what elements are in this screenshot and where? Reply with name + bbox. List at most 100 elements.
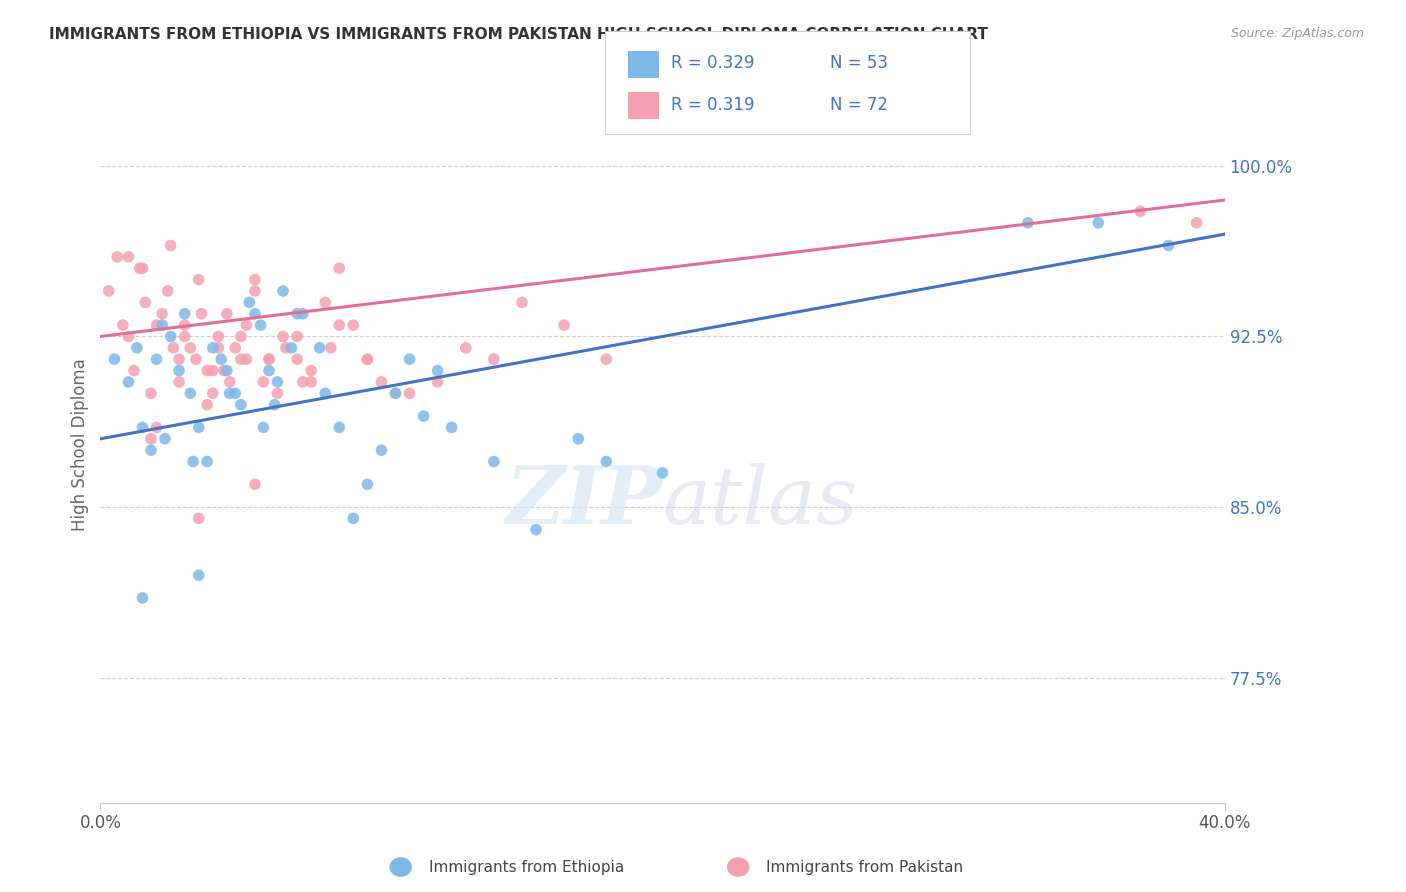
Point [131, 591, 153, 605]
Point [235, 318, 257, 332]
Point [207, 329, 229, 343]
Point [167, 375, 190, 389]
Point [97, 284, 120, 298]
Point [299, 363, 322, 377]
Point [285, 352, 308, 367]
Point [440, 420, 463, 434]
Point [117, 250, 139, 264]
Point [131, 420, 153, 434]
Point [266, 386, 288, 401]
Point [179, 386, 201, 401]
Point [356, 352, 378, 367]
Point [243, 284, 266, 298]
Point [184, 352, 207, 367]
Point [218, 386, 240, 401]
Point [201, 363, 224, 377]
Point [249, 318, 271, 332]
Point [398, 386, 420, 401]
Point [412, 409, 434, 423]
Point [153, 432, 176, 446]
Point [150, 318, 173, 332]
Point [173, 329, 195, 343]
Point [179, 341, 201, 355]
Point [524, 523, 547, 537]
Text: N = 72: N = 72 [830, 96, 887, 114]
Point [215, 307, 238, 321]
Point [159, 329, 181, 343]
Point [553, 318, 575, 332]
Point [314, 386, 336, 401]
Point [257, 352, 280, 367]
Point [356, 352, 378, 367]
Point [201, 341, 224, 355]
Point [173, 307, 195, 321]
Point [319, 341, 342, 355]
Point [328, 318, 350, 332]
Point [187, 420, 209, 434]
Point [595, 454, 617, 468]
Point [271, 329, 294, 343]
Point [243, 477, 266, 491]
Point [167, 352, 190, 367]
Point [243, 307, 266, 321]
Point [229, 352, 252, 367]
Point [482, 352, 505, 367]
Point [342, 511, 364, 525]
Point [510, 295, 533, 310]
Point [384, 386, 406, 401]
Point [167, 363, 190, 377]
Point [266, 375, 288, 389]
Point [173, 318, 195, 332]
Point [117, 329, 139, 343]
Point [134, 295, 156, 310]
Point [229, 398, 252, 412]
Point [426, 375, 449, 389]
Y-axis label: High School Diploma: High School Diploma [72, 358, 89, 531]
Point [238, 295, 260, 310]
Point [280, 341, 302, 355]
Text: Source: ZipAtlas.com: Source: ZipAtlas.com [1230, 27, 1364, 40]
Point [370, 375, 392, 389]
Point [398, 352, 420, 367]
Point [201, 386, 224, 401]
Point [308, 341, 330, 355]
Text: ZIP: ZIP [506, 463, 662, 541]
Point [274, 341, 297, 355]
Point [187, 511, 209, 525]
Point [212, 363, 235, 377]
Point [291, 375, 314, 389]
Text: R = 0.319: R = 0.319 [671, 96, 754, 114]
Point [207, 341, 229, 355]
Point [156, 284, 179, 298]
Point [229, 329, 252, 343]
Point [195, 454, 218, 468]
Point [103, 352, 125, 367]
Point [1129, 204, 1152, 219]
Point [145, 352, 167, 367]
Point [139, 432, 162, 446]
Point [128, 261, 150, 276]
Point [224, 386, 246, 401]
Point [342, 318, 364, 332]
Point [190, 307, 212, 321]
Point [218, 375, 240, 389]
Point [1017, 216, 1039, 230]
Point [299, 375, 322, 389]
Point [370, 443, 392, 458]
Point [145, 420, 167, 434]
Point [117, 375, 139, 389]
Point [271, 284, 294, 298]
Point [243, 272, 266, 286]
Text: R = 0.329: R = 0.329 [671, 54, 754, 72]
Point [159, 238, 181, 252]
Point [328, 261, 350, 276]
Point [1087, 216, 1109, 230]
Point [263, 398, 285, 412]
Point [150, 307, 173, 321]
Point [314, 295, 336, 310]
Point [384, 386, 406, 401]
Point [252, 420, 274, 434]
Point [482, 454, 505, 468]
Text: IMMIGRANTS FROM ETHIOPIA VS IMMIGRANTS FROM PAKISTAN HIGH SCHOOL DIPLOMA CORRELA: IMMIGRANTS FROM ETHIOPIA VS IMMIGRANTS F… [49, 27, 988, 42]
Point [195, 398, 218, 412]
